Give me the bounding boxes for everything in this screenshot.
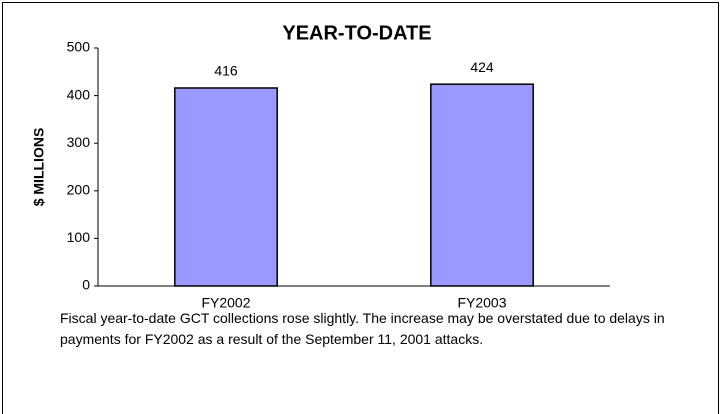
y-tick-label: 100 <box>67 229 91 245</box>
x-tick-label: FY2002 <box>201 295 250 311</box>
data-label: 416 <box>214 63 238 79</box>
data-label: 424 <box>470 59 494 75</box>
y-tick-label: 500 <box>67 39 91 55</box>
y-tick-label: 400 <box>67 86 91 102</box>
chart-title: YEAR-TO-DATE <box>282 22 431 44</box>
y-tick-label: 200 <box>67 182 91 198</box>
caption: Fiscal year-to-date GCT collections rose… <box>60 310 665 347</box>
bar <box>430 83 534 287</box>
y-axis-label: $ MILLIONS <box>31 128 47 207</box>
x-tick-label: FY2003 <box>457 295 506 311</box>
y-tick-label: 0 <box>82 277 90 293</box>
bar <box>174 87 278 287</box>
y-tick-label: 300 <box>67 134 91 150</box>
